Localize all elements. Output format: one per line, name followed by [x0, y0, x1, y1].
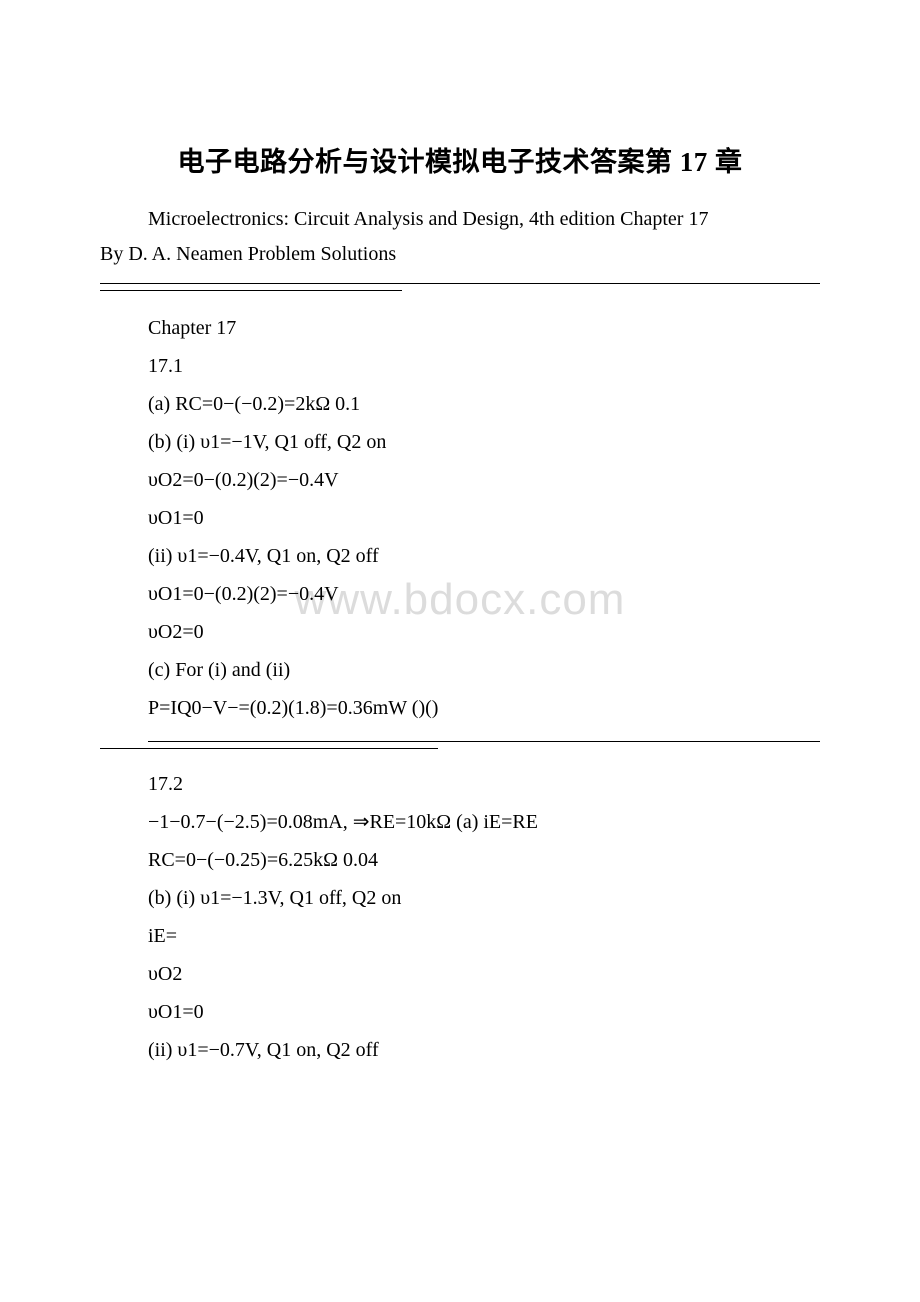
content-line: (ii) υ1=−0.4V, Q1 on, Q2 off: [100, 537, 820, 575]
content-line: (ii) υ1=−0.7V, Q1 on, Q2 off: [100, 1031, 820, 1069]
separator-line: [148, 741, 820, 742]
content-line: −1−0.7−(−2.5)=0.08mA, ⇒RE=10kΩ (a) iE=RE: [100, 803, 820, 841]
content-line: (b) (i) υ1=−1.3V, Q1 off, Q2 on: [100, 879, 820, 917]
content-line: RC=0−(−0.25)=6.25kΩ 0.04: [100, 841, 820, 879]
content-line: υO2: [100, 955, 820, 993]
content-line: P=IQ0−V−=(0.2)(1.8)=0.36mW ()(): [100, 689, 820, 727]
subtitle-line-1: Microelectronics: Circuit Analysis and D…: [100, 205, 820, 234]
document-title: 电子电路分析与设计模拟电子技术答案第 17 章: [100, 140, 820, 179]
content-line: Chapter 17: [100, 309, 820, 347]
content-line: υO2=0−(0.2)(2)=−0.4V: [100, 461, 820, 499]
content-line: υO1=0−(0.2)(2)=−0.4V: [100, 575, 820, 613]
content-line: iE=: [100, 917, 820, 955]
content-line: υO1=0: [100, 499, 820, 537]
content-line: 17.1: [100, 347, 820, 385]
separator-line: [100, 283, 820, 284]
content-line: υO2=0: [100, 613, 820, 651]
content-line: 17.2: [100, 765, 820, 803]
content-line: (a) RC=0−(−0.2)=2kΩ 0.1: [100, 385, 820, 423]
separator-line-partial: [100, 290, 402, 291]
content-line: (c) For (i) and (ii): [100, 651, 820, 689]
content-line: υO1=0: [100, 993, 820, 1031]
document-content: 电子电路分析与设计模拟电子技术答案第 17 章 Microelectronics…: [100, 140, 820, 1069]
content-line: (b) (i) υ1=−1V, Q1 off, Q2 on: [100, 423, 820, 461]
separator-line-partial: [100, 748, 438, 749]
subtitle-line-2: By D. A. Neamen Problem Solutions: [100, 240, 820, 269]
